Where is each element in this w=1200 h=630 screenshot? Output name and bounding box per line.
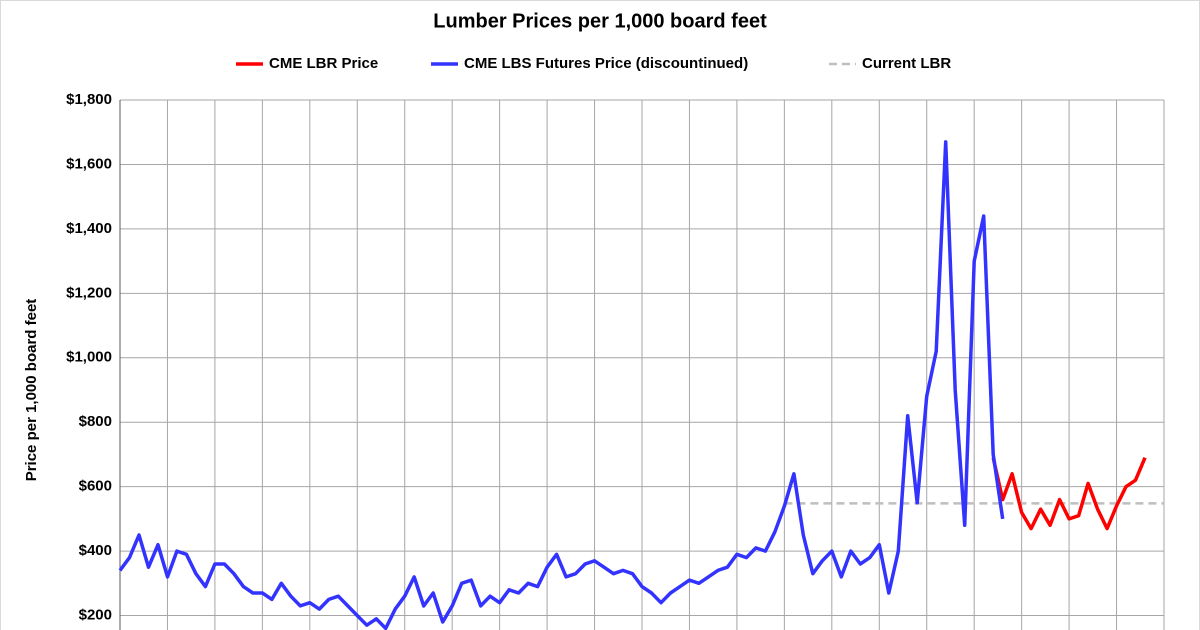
y-tick-label: $800 (79, 413, 112, 430)
y-tick-label: $200 (79, 607, 112, 624)
legend-label: CME LBR Price (269, 55, 378, 72)
y-tick-label: $1,200 (66, 284, 112, 301)
series-line (118, 140, 1005, 630)
y-tick-label: $600 (79, 478, 112, 495)
series-line (991, 457, 1147, 531)
y-tick-label: $400 (79, 542, 112, 559)
chart-title: Lumber Prices per 1,000 board feet (433, 10, 767, 32)
y-tick-label: $1,000 (66, 349, 112, 366)
y-tick-label: $1,400 (66, 220, 112, 237)
y-tick-label: $1,600 (66, 155, 112, 172)
y-axis-label: Price per 1,000 board feet (23, 299, 40, 482)
legend-label: CME LBS Futures Price (discountinued) (464, 55, 748, 72)
y-tick-label: $1,800 (66, 91, 112, 108)
legend-label: Current LBR (862, 55, 951, 72)
